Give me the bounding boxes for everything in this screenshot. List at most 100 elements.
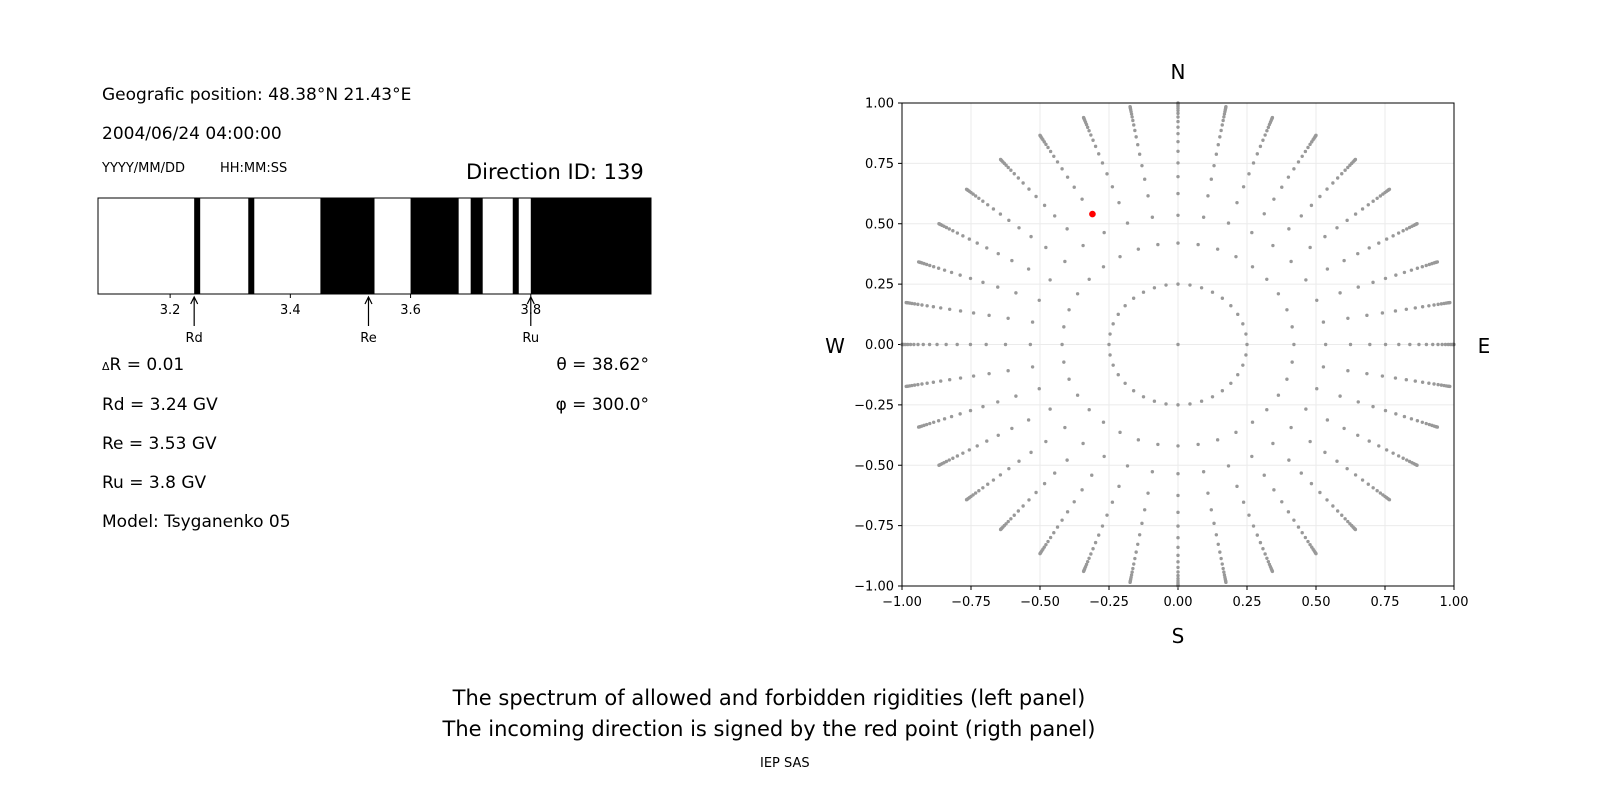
direction-point [1435,260,1440,264]
direction-point [967,448,972,452]
direction-point [1436,302,1440,307]
direction-point [1272,488,1276,492]
direction-point [981,486,985,490]
compass-west: W [825,334,845,358]
direction-point [1131,566,1135,571]
direction-point [986,482,990,486]
direction-point [1137,533,1142,537]
forbidden-band [530,198,651,294]
direction-point [1285,377,1289,381]
direction-point [1176,108,1180,113]
direction-point [958,412,962,416]
direction-point [1164,402,1168,406]
direction-point [1427,422,1432,427]
direction-point [1030,320,1035,324]
direction-point [1131,118,1135,123]
direction-point [1343,517,1347,521]
direction-point [1289,425,1293,430]
direction-point [1346,165,1350,170]
direction-point [1146,194,1150,198]
direction-point [1017,459,1021,463]
direction-point [975,241,979,245]
direction-point [1209,508,1214,512]
direction-point [991,478,996,482]
direction-point [1134,135,1138,139]
direction-point [947,307,952,311]
direction-point [984,342,988,347]
direction-point [1081,243,1085,248]
direction-point [920,303,924,307]
direction-point [1413,306,1417,310]
direction-point [1321,365,1326,369]
direction-point [1048,407,1052,411]
direction-point [1346,316,1350,320]
direction-point [1016,176,1021,180]
direction-point [1220,123,1224,127]
direction-point [1176,191,1180,196]
direction-point [1440,342,1444,347]
direction-point [1342,258,1346,263]
direction-point [1209,177,1214,181]
direction-point [1265,129,1269,133]
direction-point [1261,138,1265,142]
direction-point [1346,519,1350,524]
direction-point [1029,450,1033,455]
direction-point [1123,303,1127,308]
direction-point [1250,420,1255,424]
direction-point [998,473,1003,477]
direction-point [1377,241,1381,245]
direction-point [1052,531,1056,535]
direction-point [1063,259,1067,264]
marker-label-rd: Rd [186,331,203,346]
direction-point [1229,303,1233,308]
direction-point [1146,491,1150,495]
direction-point [1396,454,1401,458]
direction-point [912,302,917,306]
direction-point [1393,309,1398,313]
direction-point [1075,292,1080,296]
direction-point [1027,498,1031,502]
direction-point [1427,304,1431,308]
direction-point [1391,234,1395,238]
direction-point [924,262,929,267]
direction-point [1009,517,1013,521]
direction-point [1272,197,1276,201]
direction-point [1290,325,1294,329]
direction-point [977,489,981,493]
direction-point [1014,394,1018,398]
direction-point [1206,194,1210,198]
direction-point [1118,430,1122,435]
direction-point [1365,371,1369,376]
direction-point [1285,308,1289,312]
direction-point [1123,381,1127,386]
direction-point [1034,194,1038,199]
direction-point [1003,342,1008,347]
direction-point [1176,553,1180,558]
direction-point [1131,296,1136,300]
direction-point [1378,491,1383,495]
direction-point [1335,176,1340,180]
direction-point [1420,264,1425,269]
direction-point [1216,542,1220,546]
direction-point [1353,212,1358,216]
direction-point [1303,535,1308,540]
direction-point [1176,131,1180,136]
direction-point [1314,551,1318,556]
direction-point [1270,115,1275,120]
direction-point [1072,185,1076,189]
direction-point [1427,262,1432,267]
direction-point [1262,473,1266,477]
rigidity-spectrum: 3.2 3.4 3.6 3.8Rd Re Ru [97,197,652,346]
direction-point [1007,466,1011,471]
direction-point [1006,369,1010,373]
direction-point [1118,254,1122,259]
direction-point [1006,165,1010,170]
x-tick-label: 1.00 [1440,595,1469,610]
direction-point [1081,441,1085,446]
direction-point [1196,442,1200,447]
forbidden-band [248,198,255,294]
direction-point [1343,168,1347,172]
direction-point [1404,307,1409,311]
direction-point [1044,542,1048,547]
direction-point [1306,145,1310,150]
